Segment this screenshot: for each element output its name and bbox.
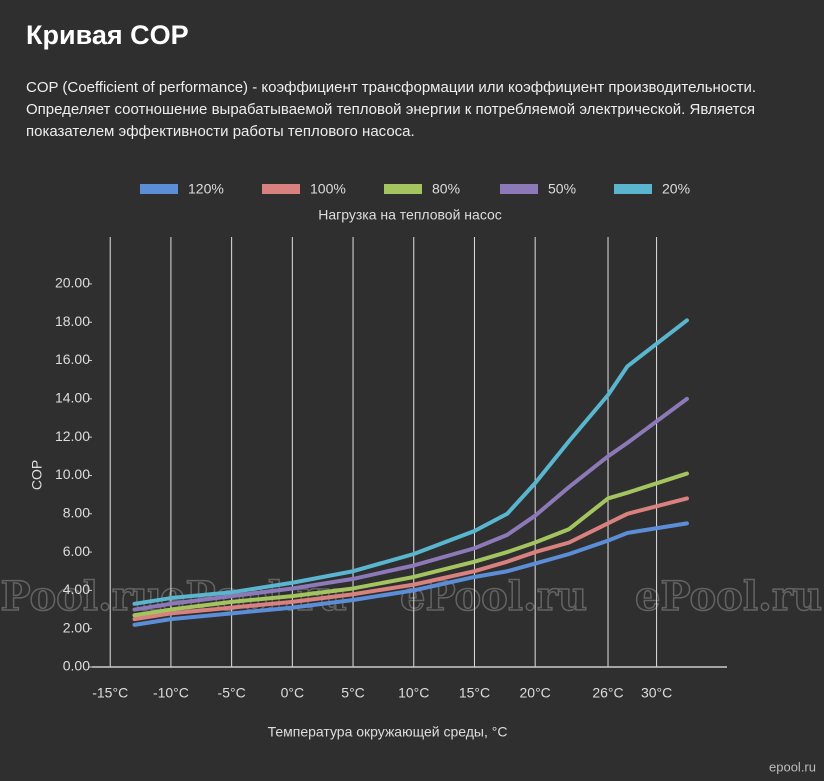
x-tick-label: 10°C xyxy=(398,685,429,701)
x-tick-label: 5°C xyxy=(341,685,365,701)
y-tick-label: 2.00 xyxy=(63,619,90,635)
x-tick-label: 30°C xyxy=(641,685,672,701)
y-tick-label: 10.00 xyxy=(55,466,90,482)
page-title: Кривая COP xyxy=(26,20,189,50)
series-line xyxy=(132,521,689,627)
legend-label: 100% xyxy=(310,181,346,197)
legend-label: 120% xyxy=(188,181,224,197)
series-line xyxy=(132,396,689,612)
series-line xyxy=(132,471,689,618)
series-line xyxy=(132,496,689,622)
legend-label: 50% xyxy=(548,181,576,197)
y-tick-label: 14.00 xyxy=(55,390,90,406)
watermark: ePool.ru xyxy=(635,573,822,620)
x-tick-label: 20°C xyxy=(520,685,551,701)
x-tick-label: -15°C xyxy=(92,685,128,701)
y-tick-label: 16.00 xyxy=(55,351,90,367)
legend-swatch xyxy=(384,184,422,194)
legend-swatch xyxy=(140,184,178,194)
legend-swatch xyxy=(262,184,300,194)
y-tick-label: 0.00 xyxy=(63,658,90,674)
logo: epool.ru xyxy=(769,759,816,774)
watermark: ePool.ru xyxy=(0,573,162,620)
x-tick-label: -10°C xyxy=(153,685,189,701)
description: COP (Coefficient of performance) - коэфф… xyxy=(26,79,757,140)
y-tick-label: 18.00 xyxy=(55,313,90,329)
x-tick-label: 15°C xyxy=(459,685,490,701)
legend-title: Нагрузка на тепловой насос xyxy=(318,207,502,223)
legend-swatch xyxy=(500,184,538,194)
y-tick-label: 4.00 xyxy=(63,581,90,597)
legend-label: 20% xyxy=(662,181,690,197)
legend-label: 80% xyxy=(432,181,460,197)
y-tick-label: 20.00 xyxy=(55,275,90,291)
x-tick-label: 0°C xyxy=(281,685,305,701)
y-tick-label: 6.00 xyxy=(63,543,90,559)
x-axis-title: Температура окружающей среды, °C xyxy=(268,724,508,740)
series-line xyxy=(132,318,689,606)
x-tick-label: -5°C xyxy=(218,685,246,701)
y-tick-label: 8.00 xyxy=(63,504,90,520)
y-axis-title: COP xyxy=(29,460,45,490)
legend-swatch xyxy=(614,184,652,194)
x-tick-label: 26°C xyxy=(592,685,623,701)
y-tick-label: 12.00 xyxy=(55,428,90,444)
